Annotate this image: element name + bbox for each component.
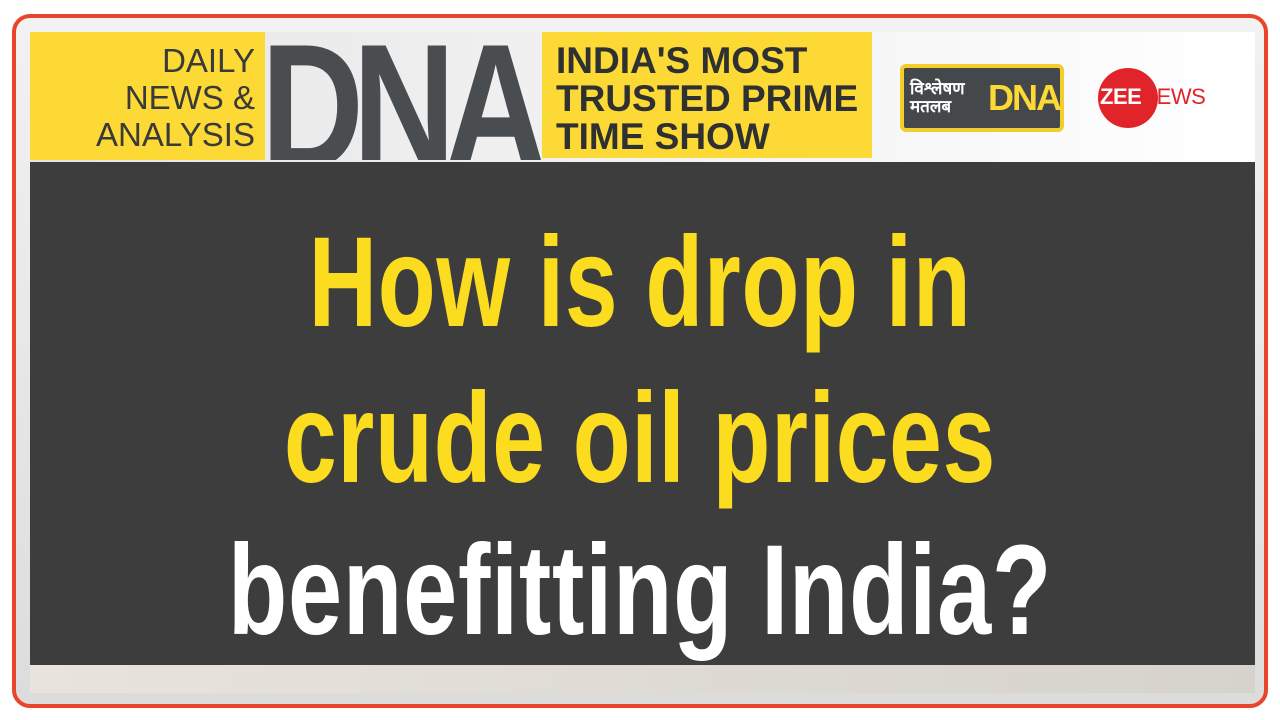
dna-logo: DNA bbox=[265, 32, 542, 160]
zee-news-logo: ZEENEWS bbox=[1100, 84, 1206, 110]
tagline-box: DAILY NEWS & ANALYSIS bbox=[30, 32, 265, 160]
tagline-line: DAILY bbox=[162, 42, 255, 79]
hindi-line: विश्लेषण bbox=[910, 79, 965, 98]
headline-line-1: How is drop in bbox=[308, 211, 972, 354]
hindi-line: मतलब bbox=[910, 97, 952, 116]
slogan-line: TIME SHOW bbox=[556, 116, 770, 157]
bottom-strip bbox=[30, 665, 1255, 693]
zee-news-logo-circle bbox=[1098, 68, 1158, 128]
tagline-line: NEWS & bbox=[124, 79, 255, 116]
slogan-line: INDIA'S MOST bbox=[556, 40, 808, 81]
slogan-box: INDIA'S MOST TRUSTED PRIME TIME SHOW bbox=[542, 32, 872, 158]
zee-text: ZEE bbox=[1100, 84, 1142, 109]
vishleshan-dna-logo: विश्लेषण मतलब DNA bbox=[900, 64, 1064, 132]
headline-panel bbox=[30, 162, 1255, 665]
slogan-line: TRUSTED PRIME bbox=[556, 78, 859, 119]
news-text: NEWS bbox=[1141, 84, 1206, 109]
tagline-line: ANALYSIS bbox=[96, 116, 255, 153]
dna-logo-text: DNA bbox=[265, 32, 542, 160]
headline-line-3: benefitting India? bbox=[227, 519, 1053, 662]
headline-line-2: crude oil prices bbox=[284, 367, 996, 510]
segment-dna-text: DNA bbox=[988, 77, 1062, 118]
